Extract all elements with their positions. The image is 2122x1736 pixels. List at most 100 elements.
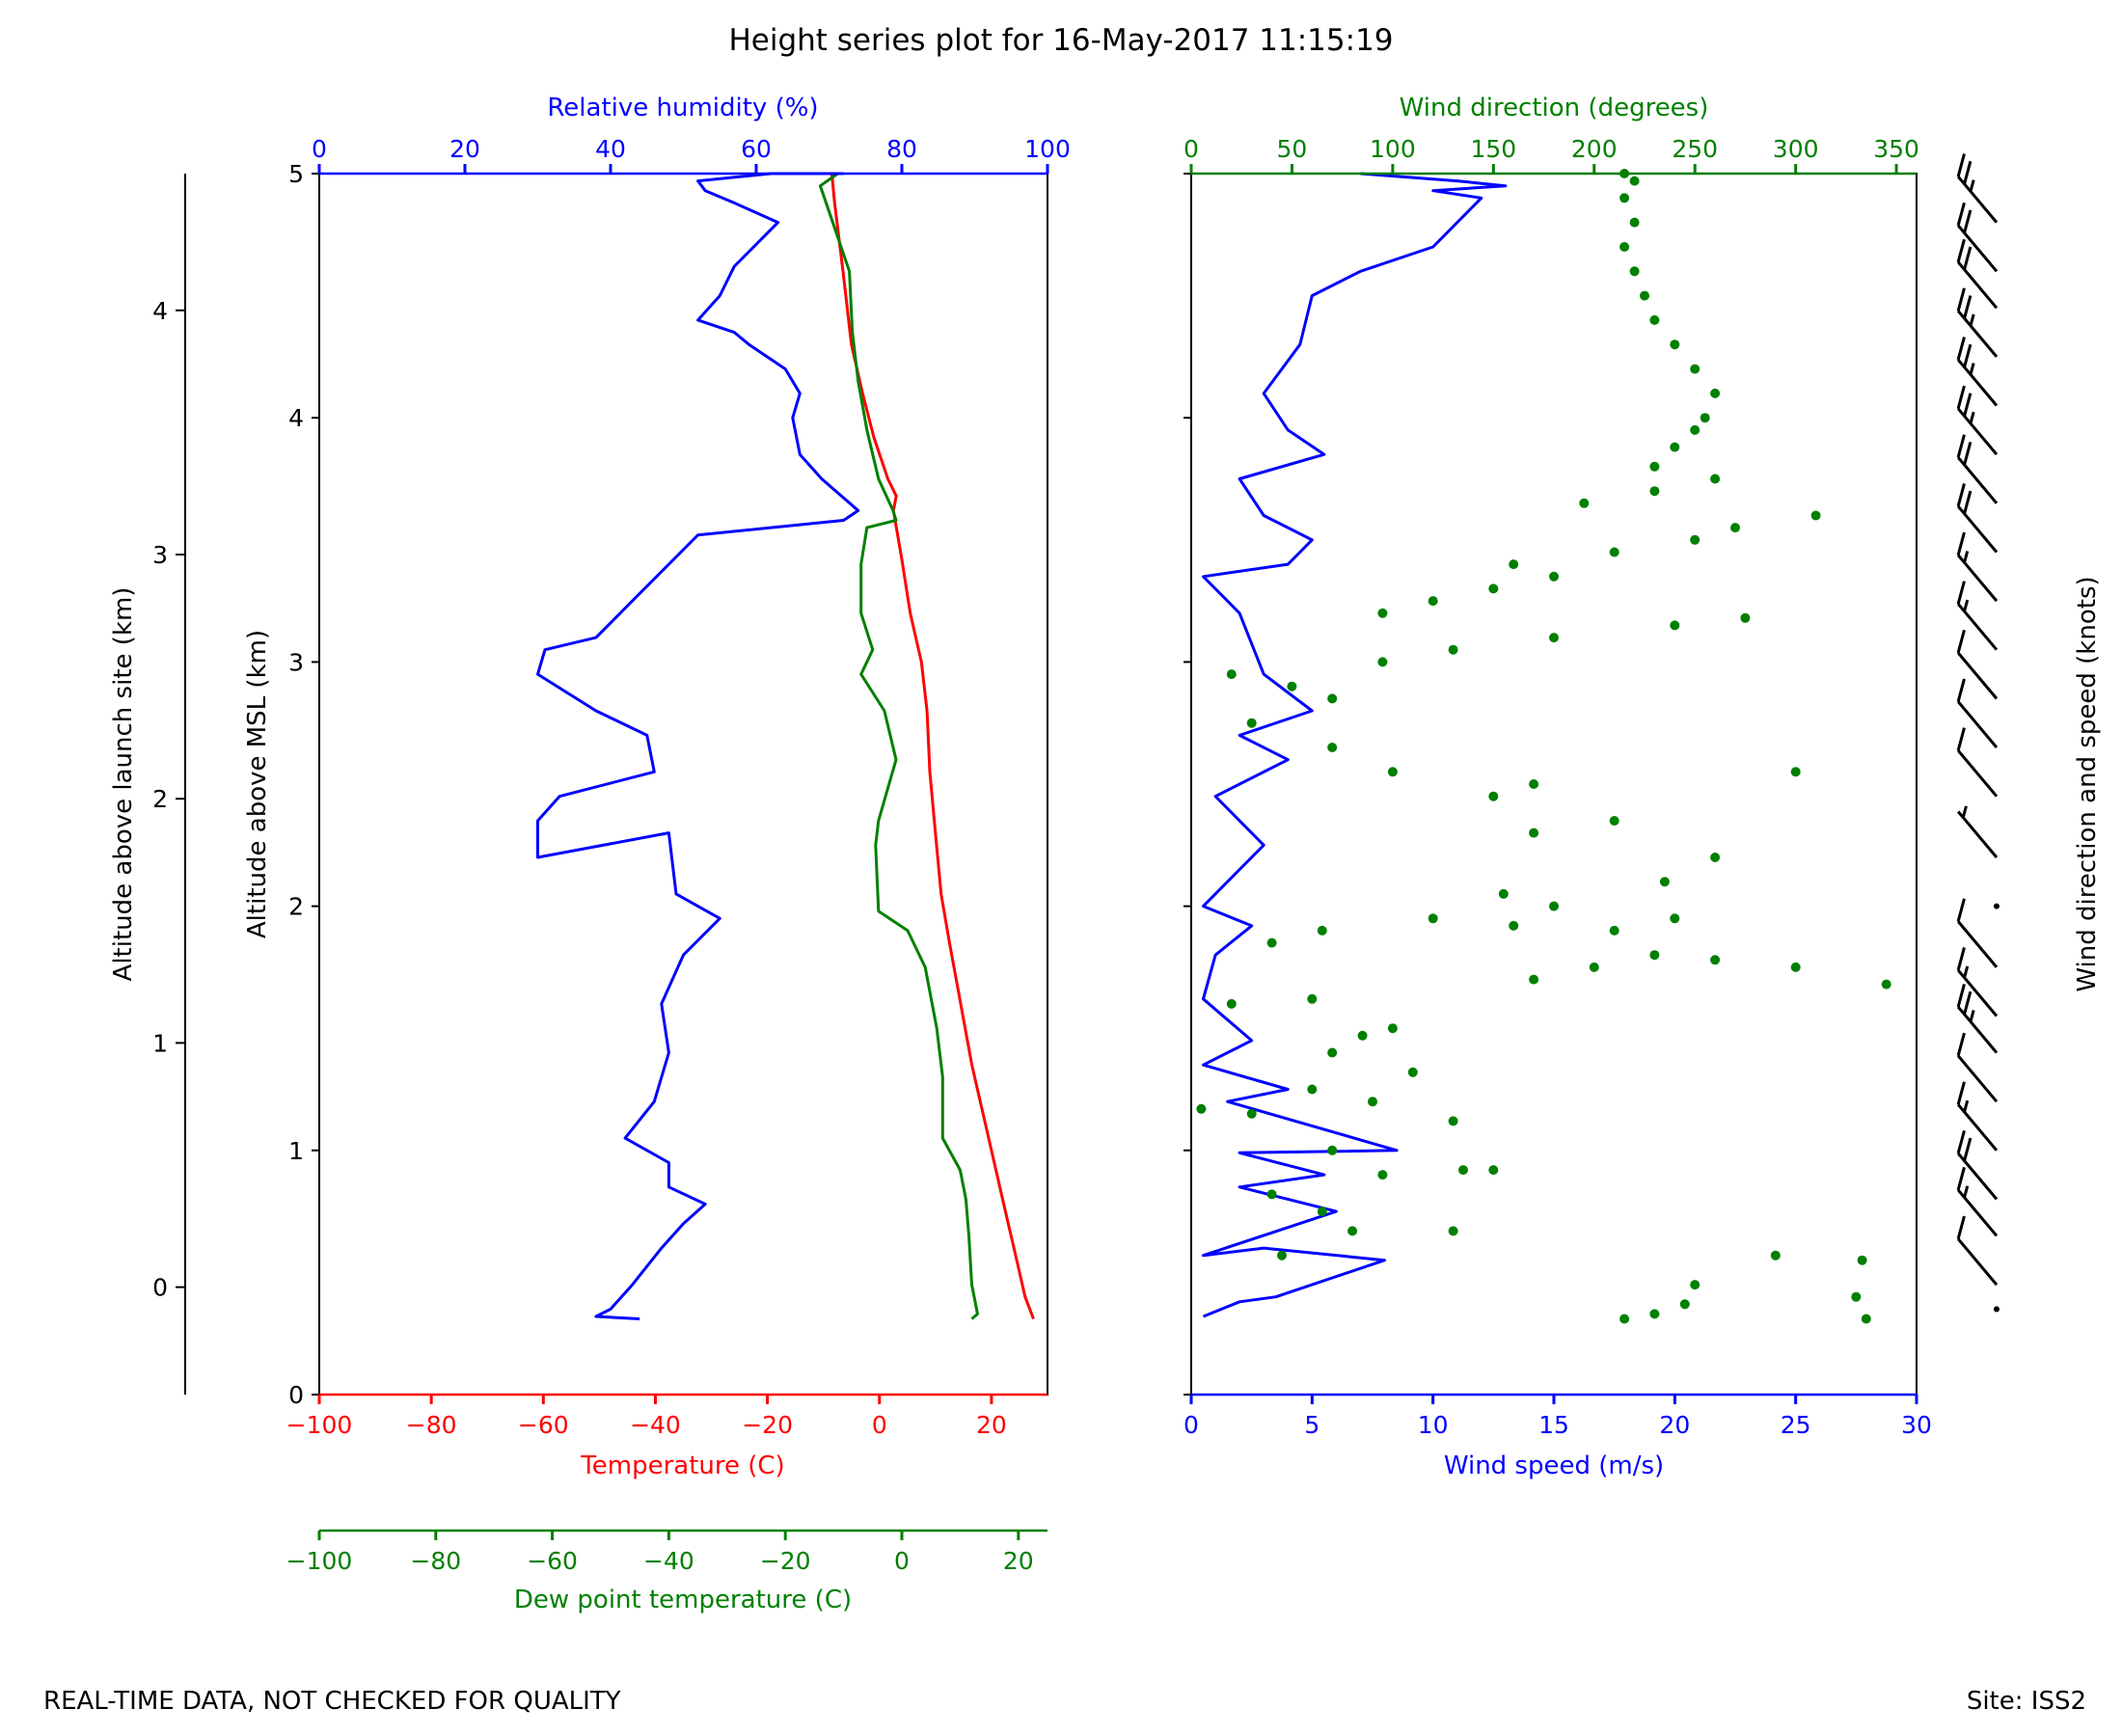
wind-direction-point xyxy=(1609,547,1619,557)
barb-full-flag xyxy=(1956,898,1966,922)
barb-staff xyxy=(1956,1103,1999,1152)
wind-direction-point xyxy=(1529,827,1539,838)
barb-full-flag xyxy=(1956,153,1966,177)
barb-full-flag xyxy=(1963,990,1972,1016)
barb-full-flag xyxy=(1956,1129,1966,1154)
barb-full-flag xyxy=(1956,434,1966,458)
tick-label: 100 xyxy=(1024,135,1071,163)
wind-barb xyxy=(1956,153,1999,224)
barb-staff xyxy=(1956,1006,1999,1054)
barb-staff xyxy=(1956,700,1999,748)
tick-label: 0 xyxy=(1183,135,1199,163)
barb-staff xyxy=(1956,407,1999,456)
wind-speed-line xyxy=(1202,172,1508,1318)
wind-barb xyxy=(1956,434,1999,504)
wind-direction-point xyxy=(1347,1226,1358,1236)
barb-full-flag xyxy=(1963,343,1972,368)
wind-direction-point xyxy=(1710,853,1721,862)
barb-half-flag xyxy=(1969,1010,1975,1022)
tick-label: 0 xyxy=(152,1274,168,1302)
barb-staff xyxy=(1956,603,1999,651)
wind-direction-point xyxy=(1377,1170,1388,1180)
wind-direction-point xyxy=(1266,1189,1277,1200)
barb-staff xyxy=(1956,651,1999,700)
barb-half-flag xyxy=(1963,965,1970,979)
tick-label: −40 xyxy=(630,1411,681,1439)
barb-full-flag xyxy=(1956,1166,1966,1191)
barb-staff xyxy=(1956,505,1999,554)
wind-direction-point xyxy=(1649,461,1660,472)
tick-label: 4 xyxy=(288,404,304,432)
wind-barb xyxy=(1956,805,1999,858)
wind-direction-point xyxy=(1317,925,1327,936)
wind-barb xyxy=(1956,1129,1999,1201)
barb-staff xyxy=(1956,1188,1999,1237)
wind-direction-point xyxy=(1861,1314,1871,1324)
msl-altitude-ticks: 0 1 2 3 4 5 xyxy=(288,160,319,1409)
tick-label: −100 xyxy=(286,1547,353,1575)
tick-label: 2 xyxy=(152,785,168,813)
tick-label: 40 xyxy=(595,135,626,163)
barb-full-flag xyxy=(1963,490,1972,515)
humidity-line xyxy=(536,172,860,1320)
barb-full-flag xyxy=(1956,287,1966,312)
left-axes-frame xyxy=(318,173,1048,1396)
tick-label: 20 xyxy=(1659,1411,1690,1439)
wind-direction-point xyxy=(1277,1250,1287,1261)
wind-direction-point xyxy=(1640,290,1649,301)
tick-label: 3 xyxy=(288,648,304,676)
barb-staff xyxy=(1956,920,1999,968)
barb-full-flag xyxy=(1963,393,1972,417)
wind-altitude-ticks xyxy=(1183,173,1191,1396)
wind-direction-point xyxy=(1458,1165,1468,1176)
wind-direction-point xyxy=(1609,816,1619,826)
wind-barb xyxy=(1956,238,1999,310)
barb-full-flag xyxy=(1963,160,1972,185)
wind-barb xyxy=(1956,629,1999,700)
wind-direction-point xyxy=(1619,1314,1630,1324)
tick-label: 200 xyxy=(1571,135,1618,163)
wind-barb xyxy=(1994,903,2000,909)
tick-label: 250 xyxy=(1672,135,1718,163)
barb-full-flag xyxy=(1963,209,1972,233)
wind-direction-point xyxy=(1619,242,1630,252)
wind-direction-point xyxy=(1448,644,1458,655)
calm-marker xyxy=(1994,903,2000,909)
barb-staff xyxy=(1956,969,1999,1017)
tick-label: −60 xyxy=(518,1411,569,1439)
wind-direction-point xyxy=(1589,962,1599,972)
wind-direction-point xyxy=(1649,314,1660,325)
wind-direction-point xyxy=(1690,534,1700,545)
wind-direction-point xyxy=(1448,1116,1458,1126)
dewpoint-axis: −100 −80 −60 −40 −20 0 20 xyxy=(286,1529,1047,1575)
tick-label: 15 xyxy=(1538,1411,1569,1439)
barb-full-flag xyxy=(1956,1081,1966,1105)
wind-direction-point xyxy=(1629,217,1640,228)
wind-direction-point xyxy=(1246,718,1257,728)
barb-full-flag xyxy=(1956,483,1966,507)
wind-direction-point xyxy=(1327,693,1338,704)
barb-half-flag xyxy=(1963,1185,1970,1198)
barb-half-flag xyxy=(1969,363,1975,375)
wind-barb xyxy=(1956,898,1999,968)
wind-barb xyxy=(1956,947,1999,1017)
launch-site-altitude-axis: 0 1 2 3 4 xyxy=(152,174,186,1395)
wind-direction-point xyxy=(1710,388,1721,398)
wind-direction-point xyxy=(1387,1023,1398,1034)
wind-barb xyxy=(1956,1081,1999,1152)
tick-label: 30 xyxy=(1901,1411,1932,1439)
wind-direction-point xyxy=(1579,498,1590,508)
wind-direction-point xyxy=(1740,612,1751,623)
tick-label: −20 xyxy=(742,1411,793,1439)
barb-full-flag xyxy=(1956,1215,1966,1239)
wind-barb xyxy=(1956,287,1999,358)
wind-direction-point xyxy=(1226,669,1237,680)
tick-label: 300 xyxy=(1773,135,1819,163)
wind-direction-point xyxy=(1509,920,1519,931)
wind-direction-point xyxy=(1857,1255,1867,1265)
wind-direction-point xyxy=(1387,767,1398,777)
barb-full-flag xyxy=(1956,1032,1966,1057)
wind-direction-point xyxy=(1307,993,1318,1004)
barb-full-flag xyxy=(1956,629,1966,654)
barb-full-flag xyxy=(1956,202,1966,227)
